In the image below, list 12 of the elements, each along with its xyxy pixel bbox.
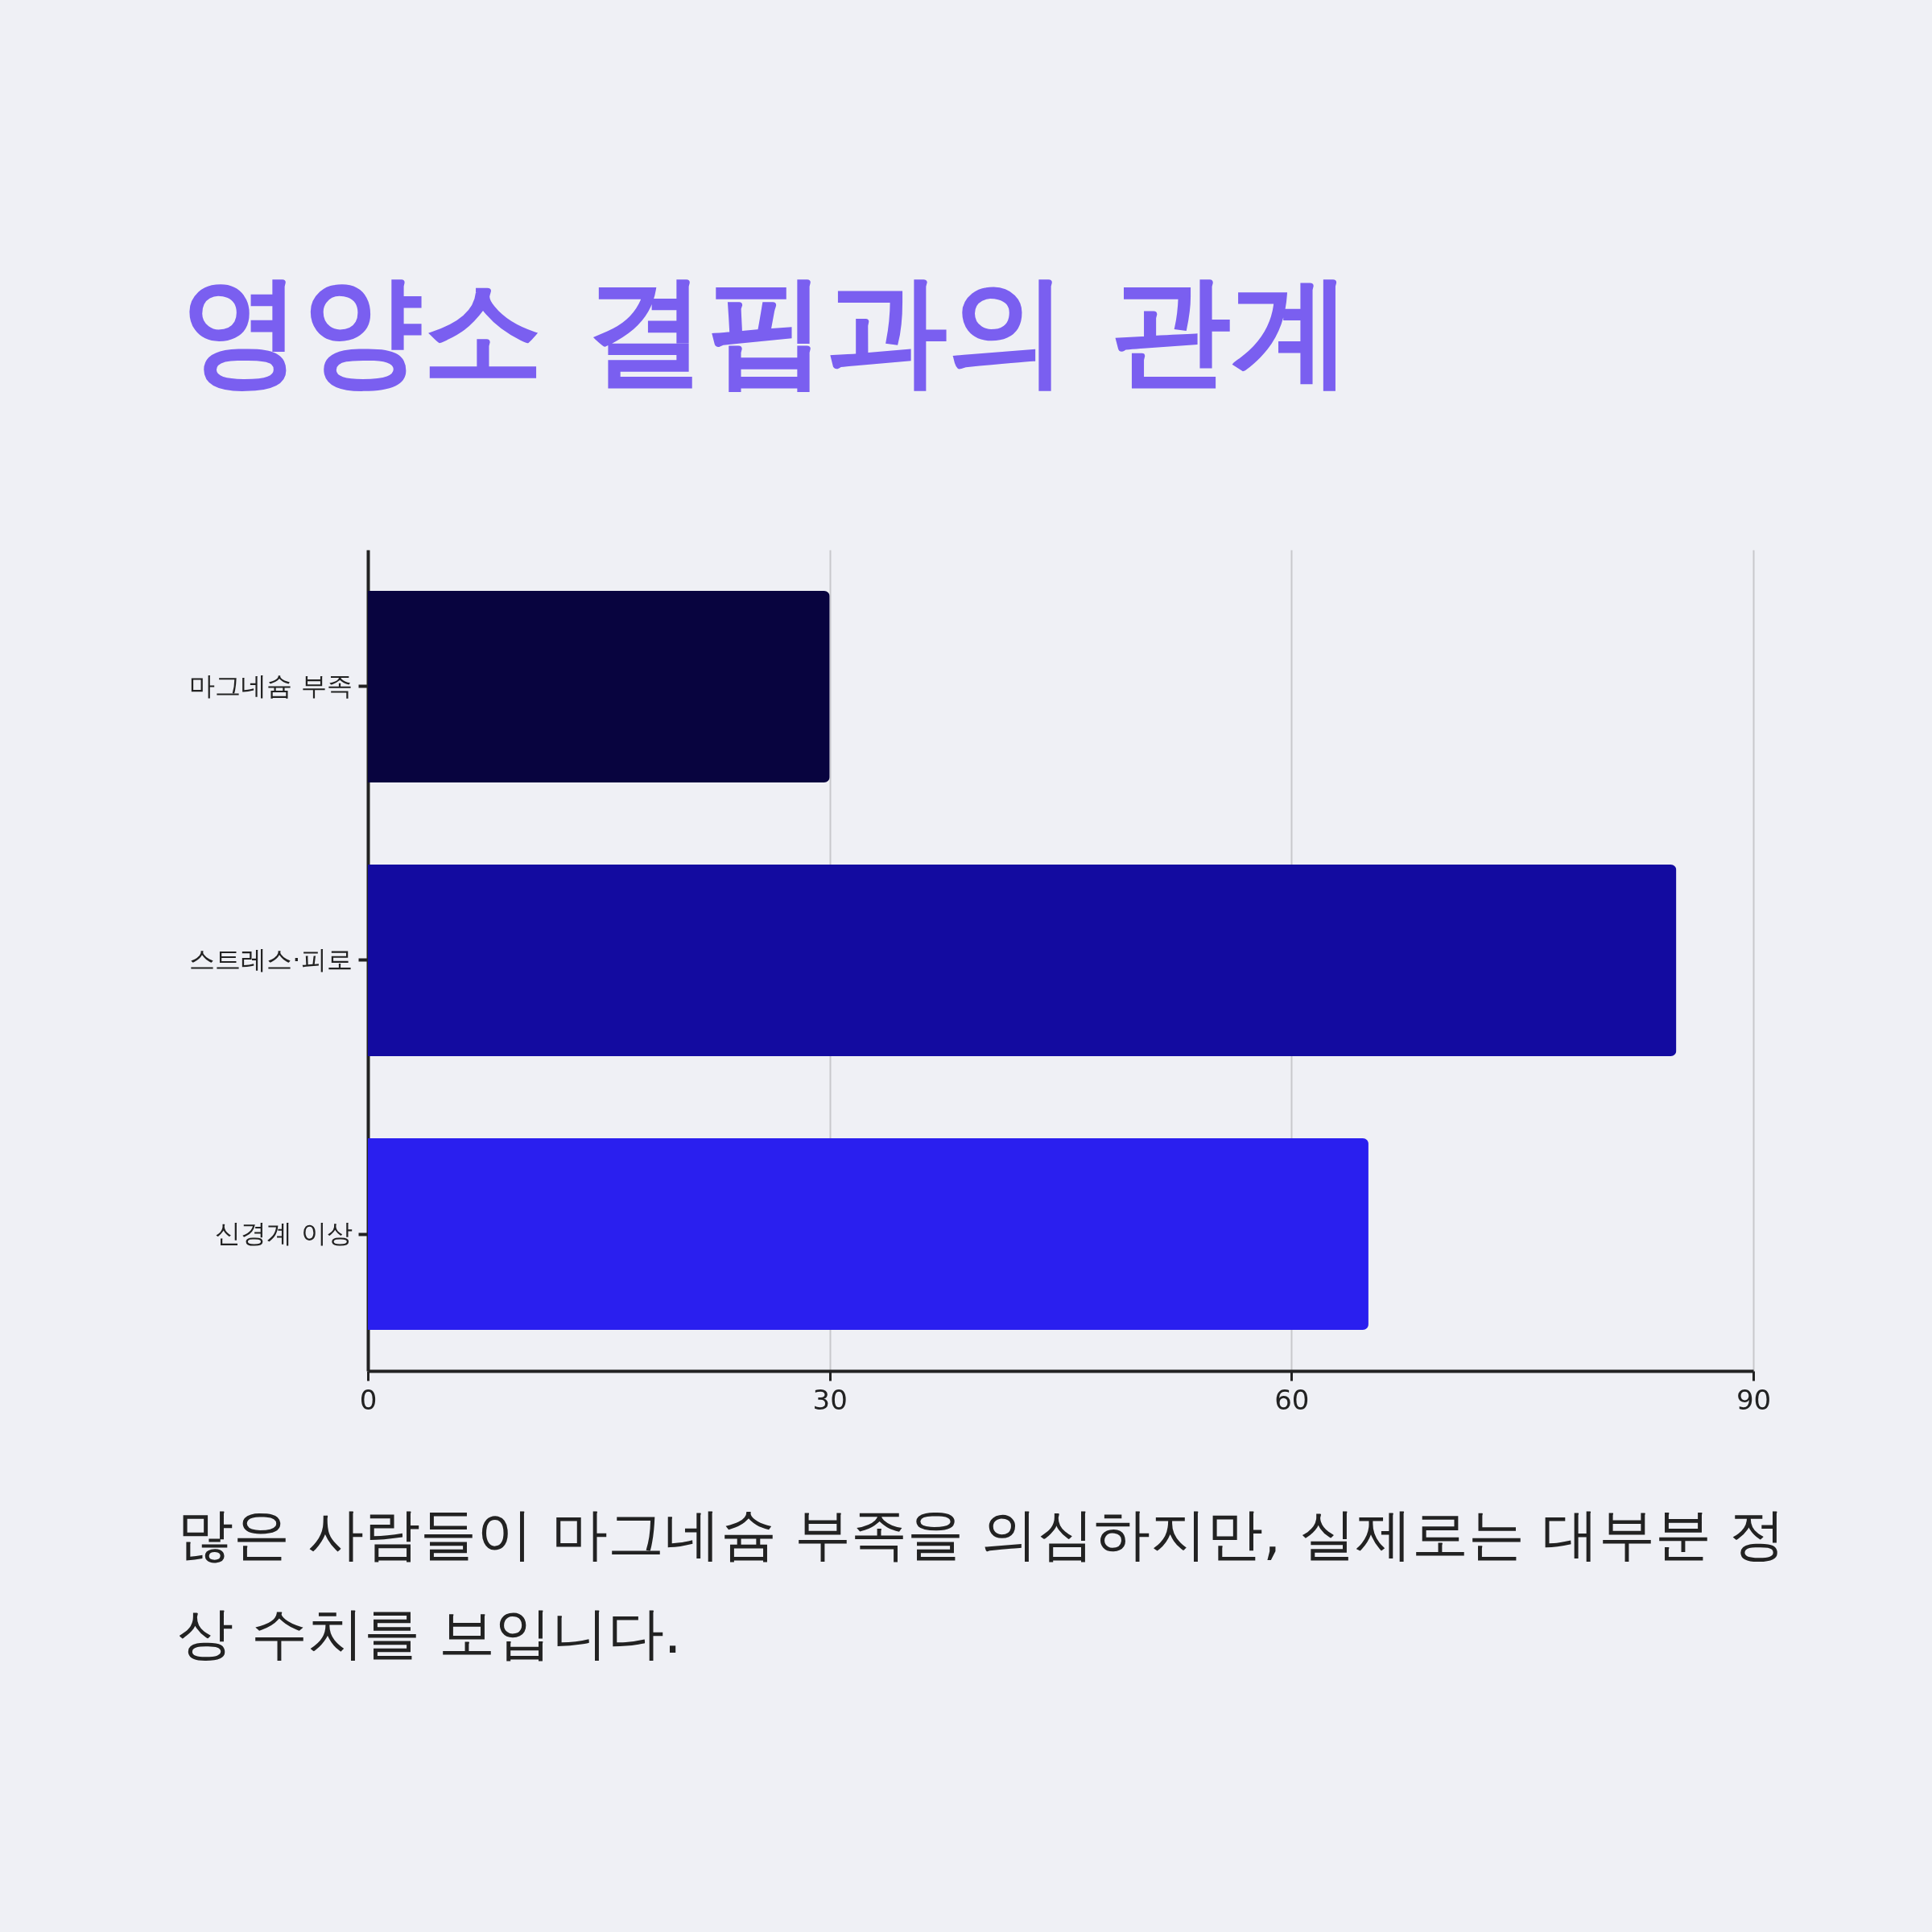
x-tick-label: 30 [812,1383,848,1416]
x-tick-label: 60 [1274,1383,1310,1416]
text: 많은 사람들이 마그네슘 부족을 의심하지만, 실제로는 대부분 정상 수치를 보입니다. [177,1501,1786,1668]
bar [368,865,1677,1056]
x-tick-label: 0 [359,1383,378,1416]
y-tick-label: 신경계 이상 [215,1218,353,1249]
x-tick-label: 90 [1736,1383,1772,1416]
bar [368,1138,1368,1330]
chart-title: 영양소 결핍과의 관계 [181,260,1352,400]
y-tick-label: 마그네슘 부족 [189,671,353,701]
y-tick-label: 스트레스·피로 [189,944,353,975]
bar [368,591,830,782]
